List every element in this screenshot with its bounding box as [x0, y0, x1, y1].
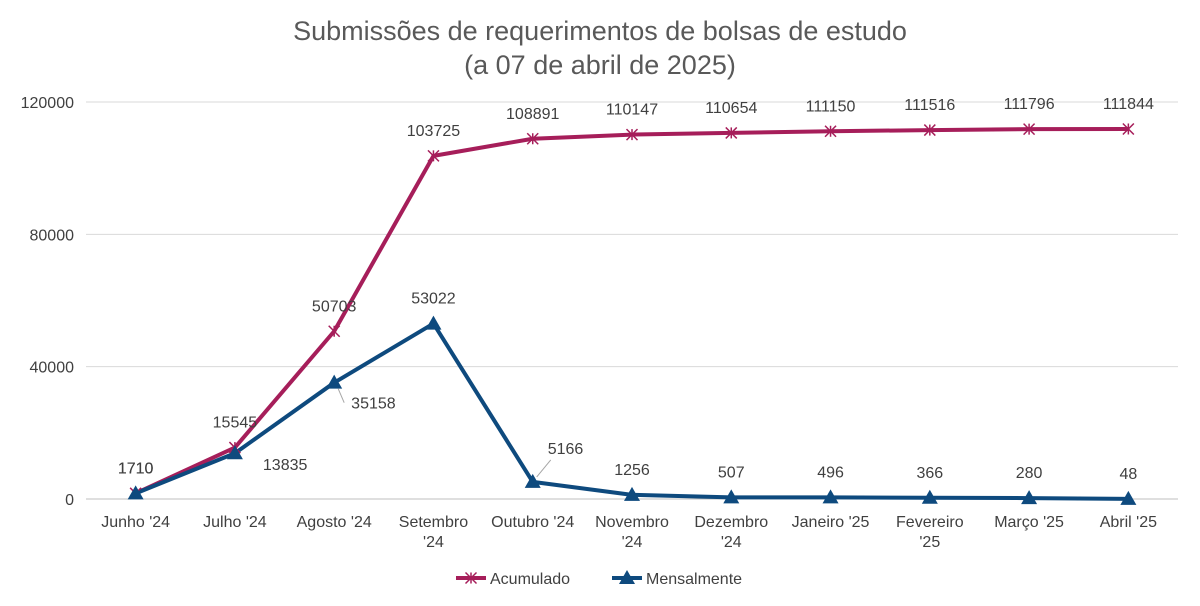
data-point-mensalmente [1120, 490, 1137, 505]
data-label-mensalmente: 280 [1016, 465, 1043, 482]
x-tick-label: Agosto '24 [297, 514, 372, 531]
data-label-mensalmente: 496 [817, 464, 844, 481]
data-point-acumulado [328, 325, 341, 338]
data-label-acumulado: 111796 [1004, 96, 1055, 113]
gridlines [86, 101, 1178, 500]
data-point-mensalmente [723, 489, 740, 504]
data-label-acumulado: 110147 [606, 102, 658, 119]
data-point-acumulado [1122, 122, 1135, 136]
data-label-acumulado: 110654 [705, 100, 757, 117]
legend-label: Acumulado [490, 571, 570, 588]
series-group [127, 122, 1137, 505]
data-point-mensalmente [822, 489, 839, 504]
data-point-mensalmente [127, 485, 144, 500]
data-point-mensalmente [326, 374, 343, 389]
data-label-acumulado: 111150 [806, 98, 856, 115]
data-label-mensalmente: 48 [1119, 466, 1137, 483]
data-point-acumulado [824, 125, 837, 138]
data-point-mensalmente [1021, 490, 1038, 505]
leader-line [337, 388, 345, 403]
data-point-acumulado [427, 149, 440, 162]
data-labels: 1710 15545 50703 103725 108891 110147 110654 11… [118, 96, 1154, 483]
leader-line [536, 459, 552, 478]
x-tick-label: Abril '25 [1100, 514, 1157, 531]
data-label-acumulado: 103725 [407, 123, 460, 140]
legend-item-acumulado[interactable]: Acumulado [456, 571, 570, 588]
y-tick-label: 0 [65, 492, 74, 509]
data-point-mensalmente [524, 473, 541, 488]
legend-marker [619, 570, 635, 584]
data-label-mensalmente: 1256 [614, 462, 650, 479]
chart-title-line-2: (a 07 de abril de 2025) [464, 50, 736, 80]
legend[interactable]: Acumulado Mensalmente [456, 570, 742, 588]
data-point-mensalmente [226, 445, 243, 460]
data-label-mensalmente: 13835 [263, 457, 308, 474]
data-point-acumulado [1023, 123, 1036, 136]
data-point-mensalmente [425, 315, 442, 330]
y-tick-label: 40000 [30, 360, 75, 377]
legend-label: Mensalmente [646, 571, 742, 588]
data-label-acumulado: 15545 [213, 415, 258, 432]
data-label-acumulado: 1710 [118, 460, 154, 477]
chart-title-line-1: Submissões de requerimentos de bolsas de… [293, 16, 907, 46]
legend-marker [464, 571, 478, 585]
x-tick-label: Março '25 [994, 514, 1064, 531]
data-point-mensalmente [921, 489, 938, 504]
data-point-acumulado [923, 124, 936, 137]
x-tick-label: Setembro '24 [399, 514, 468, 551]
data-label-acumulado: 108891 [506, 106, 559, 123]
x-tick-label: Outubro '24 [491, 514, 574, 531]
data-point-acumulado [625, 128, 639, 141]
data-label-mensalmente: 53022 [411, 291, 456, 308]
data-label-mensalmente: 507 [718, 464, 745, 481]
data-label-mensalmente: 35158 [351, 396, 396, 413]
x-tick-label: Janeiro '25 [792, 514, 870, 531]
y-tick-label: 80000 [30, 227, 75, 244]
data-label-mensalmente: 366 [916, 465, 943, 482]
data-label-acumulado: 111844 [1103, 96, 1154, 113]
x-tick-label: Julho '24 [203, 514, 267, 531]
x-axis: Junho '24 Julho '24 Agosto '24 Setembro '24 O… [101, 514, 1157, 551]
y-axis: 0 40000 80000 120000 [21, 95, 74, 509]
legend-item-mensalmente[interactable]: Mensalmente [612, 570, 742, 588]
x-tick-label: Fevereiro '25 [896, 514, 964, 551]
data-label-mensalmente: 1710 [118, 460, 154, 477]
data-point-acumulado [526, 132, 539, 145]
data-point-mensalmente [624, 486, 640, 501]
data-label-mensalmente: 5166 [548, 441, 584, 458]
x-tick-label: Dezembro '24 [694, 514, 768, 551]
chart-title: Submissões de requerimentos de bolsas de… [293, 16, 907, 80]
x-tick-label: Novembro '24 [595, 514, 669, 551]
x-tick-label: Junho '24 [101, 514, 170, 531]
data-label-acumulado: 50703 [312, 298, 357, 315]
series-line-acumulado [134, 126, 1129, 496]
data-label-acumulado: 111516 [904, 97, 955, 114]
y-tick-label: 120000 [21, 95, 74, 112]
data-point-acumulado [725, 126, 738, 139]
